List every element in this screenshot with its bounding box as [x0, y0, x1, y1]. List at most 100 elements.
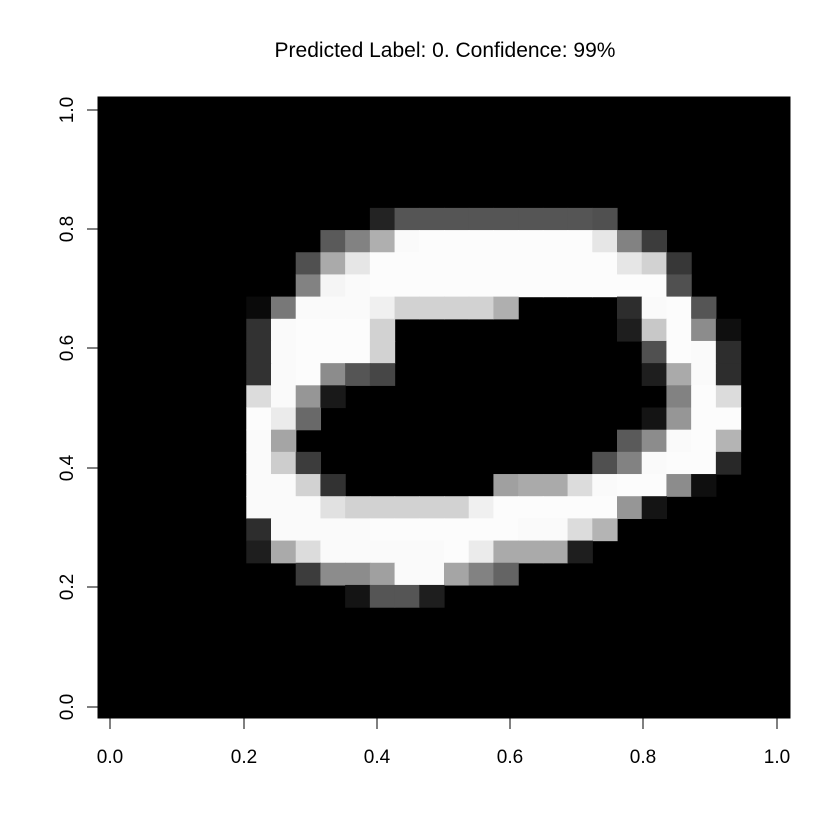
heatmap-cell [295, 252, 322, 276]
heatmap-cell [691, 340, 717, 364]
heatmap-cell [567, 496, 593, 519]
heatmap-cell [369, 274, 396, 298]
heatmap-cell [666, 429, 692, 453]
heatmap-cell [394, 518, 420, 542]
heatmap-cell [592, 207, 618, 231]
heatmap-cell [369, 296, 396, 320]
heatmap-cell [271, 518, 297, 542]
heatmap-cell [345, 518, 371, 542]
heatmap-cell [271, 451, 297, 475]
heatmap-cell [246, 451, 272, 475]
heatmap-cell [592, 252, 618, 276]
heatmap-cell [320, 385, 346, 409]
heatmap-cell [246, 363, 272, 386]
heatmap-cell [715, 407, 742, 431]
heatmap-cell [320, 230, 346, 253]
heatmap-cell [493, 207, 519, 231]
heatmap-cell [394, 274, 420, 298]
heatmap-cell [493, 296, 519, 320]
heatmap-cell [617, 274, 643, 298]
heatmap-cell [641, 474, 668, 497]
heatmap-cell [592, 274, 618, 298]
heatmap-cell [542, 518, 569, 542]
heatmap-cell [691, 429, 717, 453]
heatmap-cell [295, 340, 322, 364]
heatmap-cell [320, 562, 346, 586]
heatmap-cell [394, 562, 420, 586]
heatmap-cell [468, 252, 495, 276]
heatmap-cell [345, 230, 371, 253]
heatmap-cell [419, 562, 445, 586]
heatmap-cell [369, 496, 396, 519]
heatmap-cell [715, 429, 742, 453]
heatmap-cell [468, 274, 495, 298]
heatmap-cell [246, 429, 272, 453]
heatmap-cell [394, 540, 420, 564]
y-tick-label: 0.6 [57, 335, 78, 361]
heatmap-cell [691, 318, 717, 342]
heatmap-cell [518, 230, 544, 253]
heatmap-cell [542, 252, 569, 276]
heatmap-cell [715, 451, 742, 475]
heatmap-cell [345, 540, 371, 564]
heatmap-cell [295, 518, 322, 542]
heatmap-cell [493, 518, 519, 542]
heatmap-cell [518, 207, 544, 231]
heatmap-cell [246, 496, 272, 519]
heatmap-cell [641, 496, 668, 519]
heatmap-cell [493, 274, 519, 298]
heatmap-cell [444, 496, 470, 519]
heatmap-cell [295, 474, 322, 497]
heatmap-cell [419, 518, 445, 542]
heatmap-cell [345, 363, 371, 386]
heatmap-cell [666, 407, 692, 431]
heatmap-cell [666, 385, 692, 409]
heatmap-cell [320, 540, 346, 564]
heatmap-cell [691, 451, 717, 475]
heatmap-cell [666, 363, 692, 386]
heatmap-cell [468, 562, 495, 586]
heatmap-cell [715, 363, 742, 386]
heatmap-cell [246, 474, 272, 497]
heatmap-cell [444, 296, 470, 320]
heatmap-cell [444, 540, 470, 564]
heatmap-cell [641, 230, 668, 253]
heatmap-cell [493, 540, 519, 564]
heatmap-cell [320, 474, 346, 497]
heatmap-cell [246, 540, 272, 564]
x-tick-label: 0.4 [364, 747, 391, 768]
heatmap-cell [369, 540, 396, 564]
heatmap-cell [518, 474, 544, 497]
heatmap-cell [419, 230, 445, 253]
heatmap-cell [246, 385, 272, 409]
heatmap-cell [444, 562, 470, 586]
heatmap-cell [271, 407, 297, 431]
heatmap-cell [641, 363, 668, 386]
heatmap-cell [271, 385, 297, 409]
y-tick-label: 0.8 [57, 216, 78, 242]
heatmap-cell [320, 363, 346, 386]
heatmap-cell [271, 363, 297, 386]
heatmap-cell [542, 230, 569, 253]
heatmap-cell [493, 474, 519, 497]
x-tick-label: 0.2 [231, 747, 257, 768]
heatmap-cell [345, 340, 371, 364]
heatmap-cell [691, 474, 717, 497]
x-tick-label: 0.6 [497, 747, 523, 768]
heatmap-cell [246, 407, 272, 431]
heatmap-cell [444, 252, 470, 276]
heatmap-cell [271, 296, 297, 320]
heatmap-cell [641, 274, 668, 298]
pixel-grid [98, 97, 790, 718]
heatmap-cell [295, 407, 322, 431]
heatmap-cell [592, 496, 618, 519]
heatmap-cell [493, 562, 519, 586]
heatmap-cell [394, 296, 420, 320]
heatmap-cell [271, 429, 297, 453]
heatmap-cell [394, 252, 420, 276]
heatmap-cell [369, 363, 396, 386]
heatmap-cell [468, 207, 495, 231]
heatmap-cell [666, 474, 692, 497]
heatmap-cell [666, 274, 692, 298]
heatmap-cell [715, 318, 742, 342]
